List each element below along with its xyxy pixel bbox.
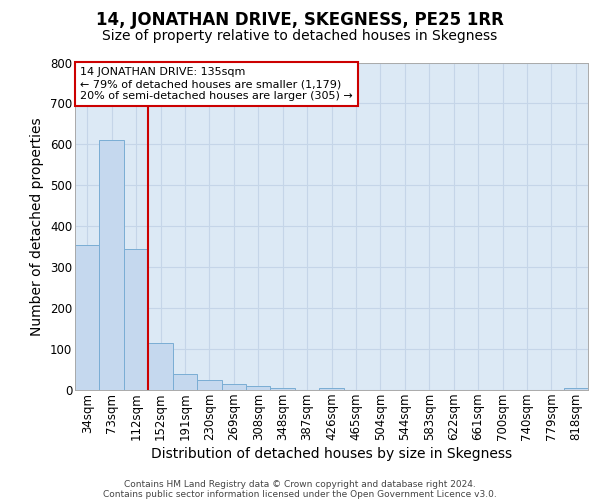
Bar [246, 386, 271, 390]
Text: 14, JONATHAN DRIVE, SKEGNESS, PE25 1RR: 14, JONATHAN DRIVE, SKEGNESS, PE25 1RR [96, 11, 504, 29]
Text: 14 JONATHAN DRIVE: 135sqm
← 79% of detached houses are smaller (1,179)
20% of se: 14 JONATHAN DRIVE: 135sqm ← 79% of detac… [80, 68, 353, 100]
Bar [197, 380, 221, 390]
Bar [75, 244, 100, 390]
Bar [319, 388, 344, 390]
Bar [563, 388, 588, 390]
Bar [124, 249, 148, 390]
Bar [271, 388, 295, 390]
Y-axis label: Number of detached properties: Number of detached properties [31, 117, 44, 336]
Bar [221, 384, 246, 390]
Bar [173, 374, 197, 390]
Text: Size of property relative to detached houses in Skegness: Size of property relative to detached ho… [103, 29, 497, 43]
Bar [148, 343, 173, 390]
Bar [100, 140, 124, 390]
Text: Contains HM Land Registry data © Crown copyright and database right 2024.
Contai: Contains HM Land Registry data © Crown c… [103, 480, 497, 499]
X-axis label: Distribution of detached houses by size in Skegness: Distribution of detached houses by size … [151, 448, 512, 462]
